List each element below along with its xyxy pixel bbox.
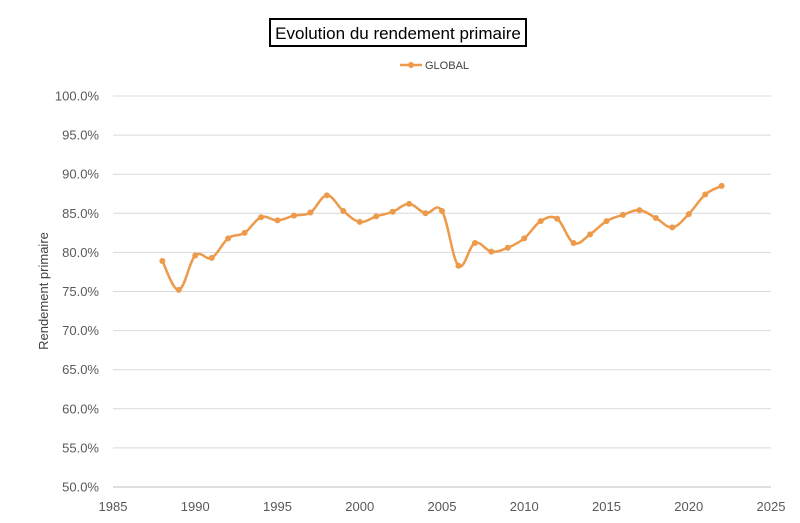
data-point <box>406 200 413 207</box>
y-tick-label: 95.0% <box>62 128 99 143</box>
data-point <box>208 254 215 261</box>
x-tick-label: 2005 <box>428 499 457 514</box>
y-tick-label: 60.0% <box>62 401 99 416</box>
x-tick-label: 2020 <box>674 499 703 514</box>
x-tick-label: 2010 <box>510 499 539 514</box>
series-global <box>159 182 725 293</box>
data-point <box>488 248 495 255</box>
data-point <box>521 235 528 242</box>
data-point <box>192 252 199 259</box>
y-tick-label: 80.0% <box>62 245 99 260</box>
data-point <box>159 258 166 265</box>
data-point <box>669 224 676 231</box>
data-point <box>570 240 577 247</box>
data-point <box>439 207 445 214</box>
y-tick-label: 70.0% <box>62 323 99 338</box>
data-point <box>587 231 594 238</box>
chart-title-box <box>269 18 527 47</box>
x-tick-label: 2015 <box>592 499 621 514</box>
data-point <box>537 218 544 225</box>
data-point <box>685 211 692 218</box>
data-point <box>175 286 182 293</box>
x-tick-label: 1985 <box>99 499 128 514</box>
data-point <box>274 217 281 224</box>
data-point <box>290 212 297 219</box>
data-point <box>554 215 561 222</box>
data-point <box>323 192 330 199</box>
data-point <box>471 240 478 247</box>
x-tick-label: 1995 <box>263 499 292 514</box>
y-axis-tick-labels: 50.0% 55.0% 60.0% 65.0% 70.0% 75.0% 80.0% 85.0%… <box>55 89 100 495</box>
x-tick-label: 2000 <box>345 499 374 514</box>
data-point <box>225 235 232 242</box>
data-point <box>455 262 462 269</box>
data-point <box>356 218 363 225</box>
data-point <box>504 244 511 251</box>
x-tick-label: 1990 <box>181 499 210 514</box>
y-tick-label: 85.0% <box>62 206 99 221</box>
legend: GLOBAL <box>400 60 469 72</box>
x-tick-label: 2025 <box>757 499 786 514</box>
y-tick-label: 75.0% <box>62 284 99 299</box>
data-point <box>636 207 643 214</box>
data-point <box>422 210 429 217</box>
legend-label-global: GLOBAL <box>425 60 469 72</box>
data-point <box>702 191 709 198</box>
y-tick-label: 65.0% <box>62 362 99 377</box>
data-point <box>603 218 610 225</box>
y-axis-title: Rendement primaire <box>36 232 51 350</box>
data-point <box>652 214 659 221</box>
y-tick-label: 50.0% <box>62 480 99 495</box>
legend-marker <box>408 62 414 68</box>
data-point <box>389 208 396 215</box>
chart-title: Evolution du rendement primaire <box>275 24 521 43</box>
data-point <box>718 182 725 189</box>
y-tick-label: 90.0% <box>62 167 99 182</box>
data-point <box>258 214 265 221</box>
data-point <box>241 229 248 236</box>
y-tick-label: 100.0% <box>55 89 100 104</box>
data-point <box>619 211 626 218</box>
y-tick-label: 55.0% <box>62 440 99 455</box>
x-axis-tick-labels: 1985 1990 1995 2000 2005 2010 2015 2020 2025 <box>99 499 786 514</box>
data-point <box>340 207 347 214</box>
gridlines <box>113 95 771 488</box>
data-point <box>373 213 380 220</box>
data-point <box>307 209 314 216</box>
